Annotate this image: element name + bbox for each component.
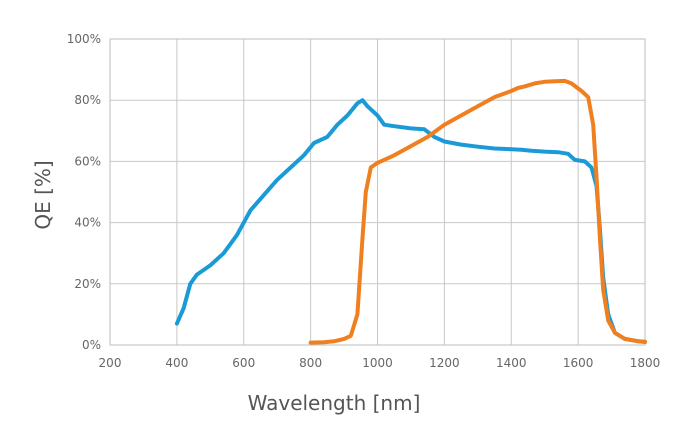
y-tick-label: 80% xyxy=(74,93,101,107)
x-tick-label: 1800 xyxy=(630,356,661,370)
grid xyxy=(109,38,646,346)
x-axis-label: Wavelength [nm] xyxy=(248,391,421,415)
y-tick-label: 40% xyxy=(74,216,101,230)
x-tick-label: 200 xyxy=(99,356,122,370)
x-tick-label: 1000 xyxy=(362,356,393,370)
x-tick-label: 400 xyxy=(165,356,188,370)
x-tick-label: 600 xyxy=(232,356,255,370)
x-tick-label: 1200 xyxy=(429,356,460,370)
x-tick-labels: 200 400 600 800 1000 1200 1400 1600 1800 xyxy=(99,356,661,370)
series-line-orange xyxy=(308,78,647,345)
x-tick-label: 800 xyxy=(299,356,322,370)
series-line-blue xyxy=(174,98,647,344)
series-group xyxy=(174,78,647,345)
x-tick-label: 1600 xyxy=(563,356,594,370)
y-axis-label: QE [%] xyxy=(31,160,55,229)
x-tick-label: 1400 xyxy=(496,356,527,370)
y-tick-label: 20% xyxy=(74,277,101,291)
y-tick-label: 60% xyxy=(74,154,101,168)
y-tick-label: 0% xyxy=(82,338,101,352)
y-tick-label: 100% xyxy=(67,32,101,46)
plot-frame xyxy=(109,38,646,346)
y-tick-labels: 0% 20% 40% 60% 80% 100% xyxy=(67,32,101,352)
